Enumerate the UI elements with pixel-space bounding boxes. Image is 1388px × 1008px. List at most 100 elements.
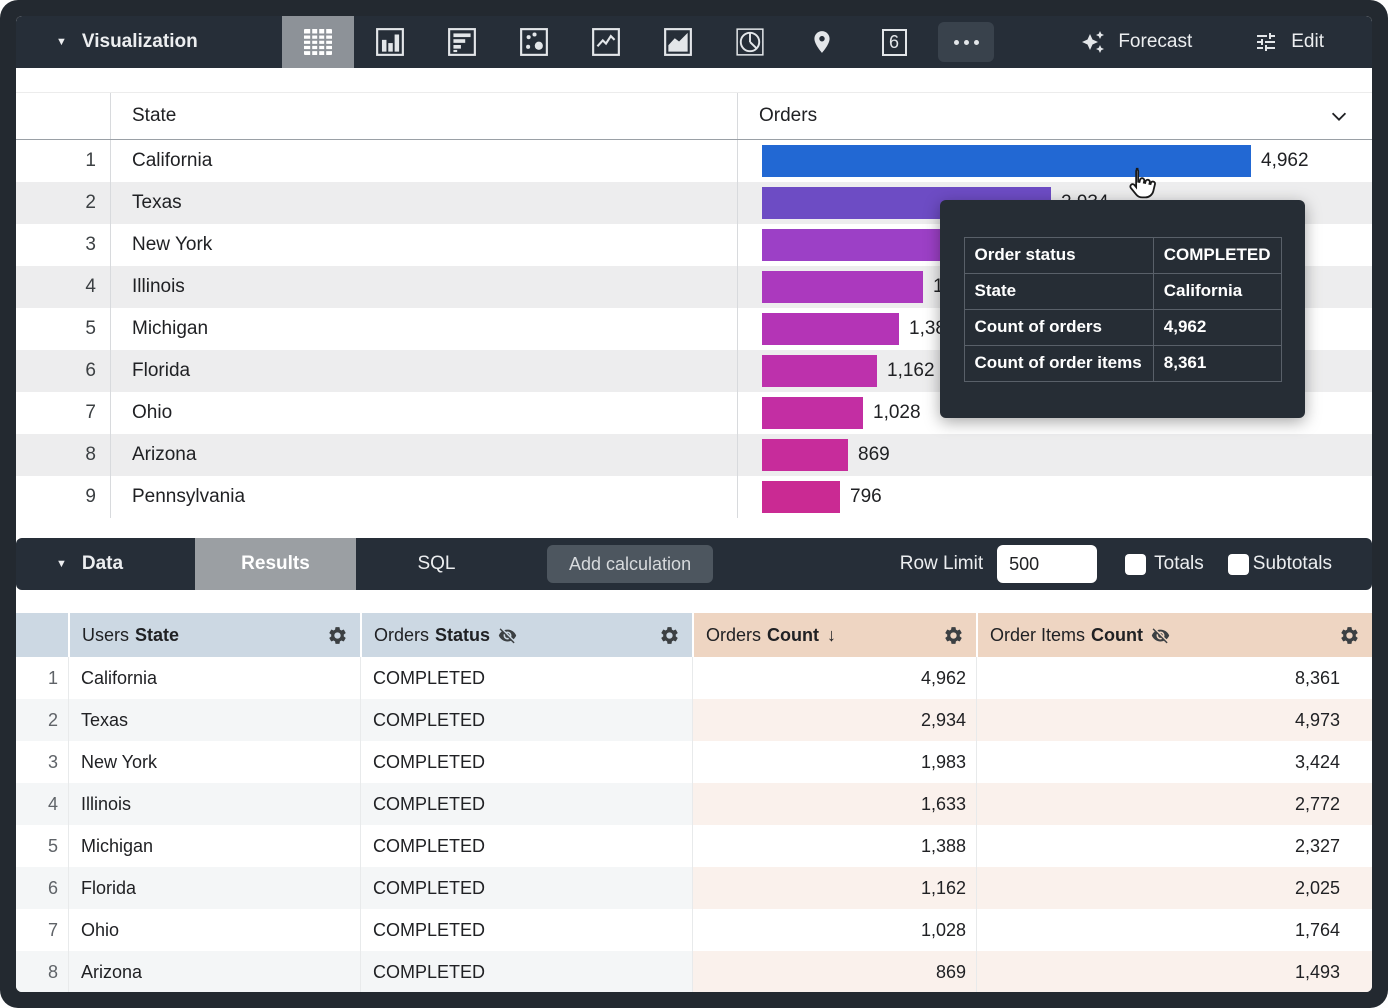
results-data-table: Users State Orders Status Orders Count ↓ Order … [16, 613, 1372, 992]
data-title: Data [81, 553, 124, 574]
row-number: 3 [85, 234, 96, 255]
bar-chart-icon [448, 28, 476, 56]
map-pin-icon [814, 31, 830, 53]
viz-type-single-value-button[interactable]: 6 [858, 16, 930, 68]
tooltip-value: COMPLETED [1152, 236, 1282, 274]
viz-table-header: State Orders [16, 92, 1372, 140]
orders-bar[interactable] [762, 439, 848, 471]
orders-bar[interactable] [762, 355, 877, 387]
column-name: State [135, 624, 180, 645]
orders-bar[interactable] [762, 481, 840, 513]
order-items-count-cell: 3,424 [976, 741, 1372, 783]
visualization-section-toggle[interactable]: ▼ Visualization [16, 31, 282, 53]
viz-row-ohio: 7 Ohio 1,028 [16, 392, 1372, 434]
gear-icon[interactable] [1339, 625, 1360, 646]
state-column-header[interactable]: State [110, 93, 737, 139]
orders-column-header[interactable]: Orders [737, 93, 1372, 139]
order-items-count-cell: 2,327 [976, 825, 1372, 867]
viz-type-more-button[interactable] [930, 16, 1002, 68]
sparkle-icon [1082, 31, 1105, 53]
tooltip-value: California [1152, 272, 1282, 310]
results-table-header: Users State Orders Status Orders Count ↓ Order … [16, 613, 1372, 657]
viz-row-michigan: 5 Michigan 1,388 [16, 308, 1372, 350]
add-calculation-button[interactable]: Add calculation [547, 545, 714, 583]
forecast-label: Forecast [1118, 31, 1193, 52]
row-number: 8 [16, 951, 68, 992]
tooltip-label: State [963, 272, 1154, 310]
column-header-users-state[interactable]: Users State [68, 613, 360, 657]
table-row-ohio: 7 Ohio COMPLETED 1,028 1,764 [16, 909, 1372, 951]
totals-checkbox[interactable] [1125, 553, 1147, 575]
chevron-down-icon[interactable] [1328, 105, 1350, 127]
row-limit-input[interactable] [997, 545, 1098, 583]
orders-bar-cell: 1,028 [737, 392, 1372, 434]
status-cell: COMPLETED [360, 657, 692, 699]
row-number: 4 [16, 783, 68, 825]
viz-type-bar-chart-button[interactable] [426, 16, 498, 68]
more-options-icon [938, 22, 994, 62]
gear-icon[interactable] [659, 625, 680, 646]
state-cell: Michigan [68, 825, 360, 867]
eye-slash-icon [498, 626, 517, 645]
viz-type-scatter-plot-button[interactable] [498, 16, 570, 68]
bar-value-label: 4,962 [1261, 150, 1309, 171]
state-cell: Michigan [110, 308, 737, 350]
table-row-new-york: 3 New York COMPLETED 1,983 3,424 [16, 741, 1372, 783]
gear-icon[interactable] [327, 625, 348, 646]
gear-icon[interactable] [943, 625, 964, 646]
data-section-toggle[interactable]: ▼ Data [16, 553, 195, 575]
column-prefix: Users [82, 624, 130, 645]
order-items-count-cell: 1,493 [976, 951, 1372, 992]
state-cell: New York [110, 224, 737, 266]
row-limit-label: Row Limit [899, 553, 984, 574]
viz-type-map-button[interactable] [786, 16, 858, 68]
orders-count-cell: 1,028 [692, 909, 976, 951]
state-cell: New York [68, 741, 360, 783]
orders-bar-cell: 796 [737, 476, 1372, 518]
state-cell: Illinois [68, 783, 360, 825]
row-number: 2 [16, 699, 68, 741]
viz-type-table-button[interactable] [282, 16, 354, 68]
visualization-title: Visualization [81, 31, 198, 52]
table-row-california: 1 California COMPLETED 4,962 8,361 [16, 657, 1372, 699]
orders-bar[interactable] [762, 229, 957, 261]
table-row-arizona: 8 Arizona COMPLETED 869 1,493 [16, 951, 1372, 992]
tab-results[interactable]: Results [195, 538, 356, 590]
row-number: 7 [47, 919, 58, 940]
tooltip-row: Count of orders 4,962 [963, 308, 1282, 346]
line-chart-icon [592, 28, 620, 56]
tooltip-label: Order status [963, 236, 1154, 274]
viz-type-pie-chart-button[interactable] [714, 16, 786, 68]
column-header-order-items-count[interactable]: Order Items Count [976, 613, 1372, 657]
orders-bar-cell: 4,962 [737, 140, 1372, 182]
bar-value-label: 796 [850, 486, 882, 507]
orders-bar[interactable] [762, 271, 923, 303]
visualization-toolbar: ▼ Visualization [16, 16, 1372, 68]
state-cell: California [68, 657, 360, 699]
forecast-button[interactable]: Forecast [1081, 30, 1192, 54]
orders-bar[interactable] [762, 145, 1251, 177]
tooltip-row: Order status COMPLETED [963, 236, 1282, 274]
tooltip-row: Count of order items 8,361 [963, 344, 1282, 382]
viz-type-area-chart-button[interactable] [642, 16, 714, 68]
viz-type-line-chart-button[interactable] [570, 16, 642, 68]
orders-count-cell: 869 [692, 951, 976, 992]
state-cell: Texas [110, 182, 737, 224]
orders-bar[interactable] [762, 313, 899, 345]
viz-type-column-chart-button[interactable] [354, 16, 426, 68]
table-row-texas: 2 Texas COMPLETED 2,934 4,973 [16, 699, 1372, 741]
subtotals-checkbox[interactable] [1227, 553, 1249, 575]
pie-chart-icon [736, 28, 764, 56]
row-number: 5 [47, 835, 58, 856]
status-cell: COMPLETED [360, 699, 692, 741]
status-cell: COMPLETED [360, 951, 692, 992]
column-header-orders-status[interactable]: Orders Status [360, 613, 692, 657]
collapse-triangle-icon: ▼ [56, 558, 67, 570]
edit-button[interactable]: Edit [1254, 30, 1324, 54]
orders-bar[interactable] [762, 397, 863, 429]
column-header-orders-count[interactable]: Orders Count ↓ [692, 613, 976, 657]
state-cell: Pennsylvania [110, 476, 737, 518]
tab-sql[interactable]: SQL [417, 553, 456, 574]
column-prefix: Orders [374, 624, 430, 645]
table-row-illinois: 4 Illinois COMPLETED 1,633 2,772 [16, 783, 1372, 825]
